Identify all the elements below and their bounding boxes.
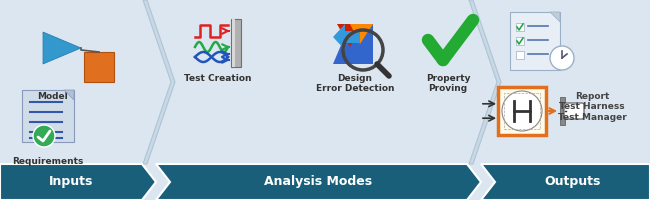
Circle shape <box>502 91 542 131</box>
Text: Report
Test Harness
Test Manager: Report Test Harness Test Manager <box>558 92 627 122</box>
FancyBboxPatch shape <box>84 52 114 82</box>
Polygon shape <box>469 0 501 164</box>
Polygon shape <box>0 164 156 200</box>
Text: Analysis Modes: Analysis Modes <box>265 176 372 188</box>
Text: Outputs: Outputs <box>544 176 601 188</box>
FancyBboxPatch shape <box>231 19 241 67</box>
Polygon shape <box>333 24 373 64</box>
Circle shape <box>550 46 574 70</box>
FancyBboxPatch shape <box>498 87 546 135</box>
FancyBboxPatch shape <box>516 37 524 45</box>
Polygon shape <box>481 164 650 200</box>
Text: Model: Model <box>37 92 68 101</box>
FancyBboxPatch shape <box>232 19 235 67</box>
FancyBboxPatch shape <box>560 97 565 125</box>
Text: Test Creation: Test Creation <box>184 74 252 83</box>
FancyBboxPatch shape <box>564 103 584 119</box>
Polygon shape <box>43 32 81 64</box>
Text: Design
Error Detection: Design Error Detection <box>316 74 395 93</box>
Polygon shape <box>337 24 363 47</box>
Polygon shape <box>143 0 175 164</box>
Polygon shape <box>156 164 481 200</box>
Polygon shape <box>350 24 373 44</box>
Polygon shape <box>333 24 360 50</box>
Text: Requirements: Requirements <box>12 157 84 166</box>
FancyBboxPatch shape <box>516 51 524 59</box>
Circle shape <box>33 125 55 147</box>
FancyBboxPatch shape <box>510 12 560 70</box>
Polygon shape <box>64 90 74 100</box>
Text: Inputs: Inputs <box>49 176 93 188</box>
FancyBboxPatch shape <box>516 23 524 31</box>
Polygon shape <box>550 12 560 22</box>
Text: Property
Proving: Property Proving <box>426 74 470 93</box>
FancyBboxPatch shape <box>22 90 74 142</box>
